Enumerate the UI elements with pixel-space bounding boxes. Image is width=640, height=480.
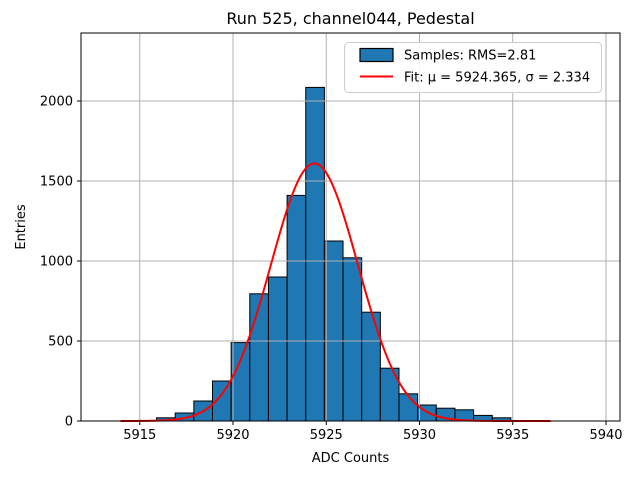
histogram-bars (156, 86, 512, 422)
x-tick-label: 5925 (310, 428, 343, 443)
legend: Samples: RMS=2.81 Fit: μ = 5924.365, σ =… (344, 42, 602, 93)
histogram-bar (342, 257, 363, 422)
legend-samples-swatch (359, 47, 394, 63)
y-tick-label: 500 (48, 335, 73, 350)
x-tick-labels: 5915 5920 5925 5930 5935 5940 (123, 428, 622, 443)
axis-ticks (77, 100, 607, 425)
legend-box (344, 42, 602, 93)
x-tick-label: 5915 (123, 428, 156, 443)
histogram-bar (230, 342, 251, 422)
histogram-bar (249, 293, 269, 422)
y-axis-label: Entries (14, 204, 29, 250)
x-axis-label: ADC Counts (312, 451, 390, 466)
y-tick-label: 1000 (40, 255, 73, 270)
histogram-bar (398, 393, 419, 422)
y-tick-labels: 0 500 1000 1500 2000 (40, 95, 73, 430)
histogram-bar (267, 276, 288, 422)
y-tick-label: 1500 (40, 175, 73, 190)
x-tick-label: 5930 (403, 428, 436, 443)
plot-border (80, 32, 621, 422)
x-tick-label: 5935 (496, 428, 529, 443)
legend-samples-label: Samples: RMS=2.81 (404, 49, 536, 64)
y-tick-label: 2000 (40, 95, 73, 110)
y-tick-label: 0 (65, 415, 73, 430)
chart-title: Run 525, channel044, Pedestal (226, 9, 474, 28)
x-tick-label: 5920 (216, 428, 249, 443)
histogram-bar (305, 86, 325, 422)
legend-fit-label: Fit: μ = 5924.365, σ = 2.334 (404, 71, 590, 86)
x-tick-label: 5940 (589, 428, 622, 443)
histogram-bar (286, 194, 307, 422)
histogram-bar (323, 240, 344, 422)
